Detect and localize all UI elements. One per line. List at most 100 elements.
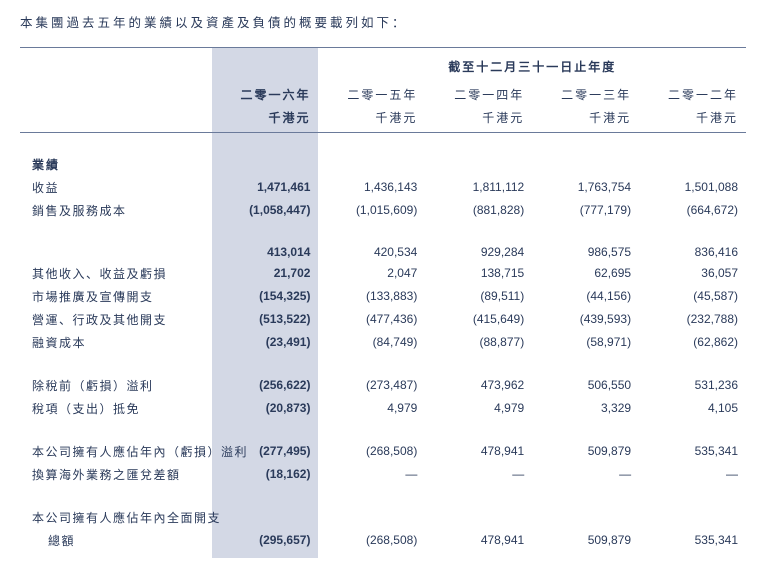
admin-2014: (415,649) (425, 308, 532, 331)
finance-2013: (58,971) (532, 331, 639, 354)
row-total-label: 本公司擁有人應佔年內全面開支 (20, 506, 746, 529)
total-2015: (268,508) (318, 529, 425, 552)
financial-table: 截至十二月三十一日止年度 二零一六年 二零一五年 二零一四年 二零一三年 二零一… (20, 48, 746, 558)
financial-table-container: 截至十二月三十一日止年度 二零一六年 二零一五年 二零一四年 二零一三年 二零一… (20, 47, 746, 558)
admin-2012: (232,788) (639, 308, 746, 331)
row-revenue: 收益 1,471,461 1,436,143 1,811,112 1,763,7… (20, 176, 746, 199)
unit-2014: 千港元 (425, 106, 532, 133)
fx-2014: — (425, 463, 532, 486)
row-admin: 營運、行政及其他開支 (513,522) (477,436) (415,649)… (20, 308, 746, 331)
row-cost: 銷售及服務成本 (1,058,447) (1,015,609) (881,828… (20, 199, 746, 222)
cost-2013: (777,179) (532, 199, 639, 222)
attrib-2014: 478,941 (425, 440, 532, 463)
unit-2012: 千港元 (639, 106, 746, 133)
attrib-2015: (268,508) (318, 440, 425, 463)
row-marketing: 市場推廣及宣傳開支 (154,325) (133,883) (89,511) (… (20, 285, 746, 308)
tax-2012: 4,105 (639, 397, 746, 420)
unit-2013: 千港元 (532, 106, 639, 133)
admin-2013: (439,593) (532, 308, 639, 331)
cost-2015: (1,015,609) (318, 199, 425, 222)
gross-2016: 413,014 (212, 242, 319, 262)
other-income-2012: 36,057 (639, 262, 746, 285)
year-header-row: 二零一六年 二零一五年 二零一四年 二零一三年 二零一二年 (20, 78, 746, 106)
revenue-2012: 1,501,088 (639, 176, 746, 199)
label-tax: 稅項（支出）抵免 (20, 397, 212, 420)
pbt-2013: 506,550 (532, 374, 639, 397)
finance-2015: (84,749) (318, 331, 425, 354)
label-pbt: 除稅前（虧損）溢利 (20, 374, 212, 397)
tax-2016: (20,873) (212, 397, 319, 420)
admin-2015: (477,436) (318, 308, 425, 331)
marketing-2013: (44,156) (532, 285, 639, 308)
year-2012: 二零一二年 (639, 78, 746, 106)
label-admin: 營運、行政及其他開支 (20, 308, 212, 331)
tax-2013: 3,329 (532, 397, 639, 420)
row-other-income: 其他收入、收益及虧損 21,702 2,047 138,715 62,695 3… (20, 262, 746, 285)
finance-2012: (62,862) (639, 331, 746, 354)
row-pbt: 除稅前（虧損）溢利 (256,622) (273,487) 473,962 50… (20, 374, 746, 397)
attrib-2012: 535,341 (639, 440, 746, 463)
label-other-income: 其他收入、收益及虧損 (20, 262, 212, 285)
pbt-2015: (273,487) (318, 374, 425, 397)
pbt-2012: 531,236 (639, 374, 746, 397)
cost-2012: (664,672) (639, 199, 746, 222)
row-gross: 413,014 420,534 929,284 986,575 836,416 (20, 242, 746, 262)
label-total-line1: 本公司擁有人應佔年內全面開支 (20, 506, 212, 529)
attrib-2013: 509,879 (532, 440, 639, 463)
super-header-row: 截至十二月三十一日止年度 (20, 48, 746, 78)
other-income-2015: 2,047 (318, 262, 425, 285)
gross-2013: 986,575 (532, 242, 639, 262)
revenue-2014: 1,811,112 (425, 176, 532, 199)
revenue-2015: 1,436,143 (318, 176, 425, 199)
marketing-2015: (133,883) (318, 285, 425, 308)
year-2014: 二零一四年 (425, 78, 532, 106)
total-2012: 535,341 (639, 529, 746, 552)
marketing-2014: (89,511) (425, 285, 532, 308)
total-2013: 509,879 (532, 529, 639, 552)
admin-2016: (513,522) (212, 308, 319, 331)
label-fx: 換算海外業務之匯兌差額 (20, 463, 212, 486)
super-header: 截至十二月三十一日止年度 (318, 48, 746, 78)
row-attrib: 本公司擁有人應佔年內（虧損）溢利 (277,495) (268,508) 478… (20, 440, 746, 463)
total-2014: 478,941 (425, 529, 532, 552)
intro-text: 本集團過去五年的業績以及資產及負債的概要載列如下： (20, 12, 746, 31)
cost-2014: (881,828) (425, 199, 532, 222)
label-revenue: 收益 (20, 176, 212, 199)
finance-2016: (23,491) (212, 331, 319, 354)
row-finance: 融資成本 (23,491) (84,749) (88,877) (58,971)… (20, 331, 746, 354)
pbt-2016: (256,622) (212, 374, 319, 397)
gross-2012: 836,416 (639, 242, 746, 262)
marketing-2016: (154,325) (212, 285, 319, 308)
fx-2013: — (532, 463, 639, 486)
pbt-2014: 473,962 (425, 374, 532, 397)
fx-2016: (18,162) (212, 463, 319, 486)
row-fx: 換算海外業務之匯兌差額 (18,162) — — — — (20, 463, 746, 486)
year-2016: 二零一六年 (212, 78, 319, 106)
revenue-2016: 1,471,461 (212, 176, 319, 199)
gross-2014: 929,284 (425, 242, 532, 262)
year-2015: 二零一五年 (318, 78, 425, 106)
fx-2015: — (318, 463, 425, 486)
year-2013: 二零一三年 (532, 78, 639, 106)
revenue-2013: 1,763,754 (532, 176, 639, 199)
finance-2014: (88,877) (425, 331, 532, 354)
unit-header-row: 千港元 千港元 千港元 千港元 千港元 (20, 106, 746, 133)
row-tax: 稅項（支出）抵免 (20,873) 4,979 4,979 3,329 4,10… (20, 397, 746, 420)
label-marketing: 市場推廣及宣傳開支 (20, 285, 212, 308)
other-income-2013: 62,695 (532, 262, 639, 285)
unit-2016: 千港元 (212, 106, 319, 133)
fx-2012: — (639, 463, 746, 486)
row-total: 總額 (295,657) (268,508) 478,941 509,879 5… (20, 529, 746, 552)
other-income-2016: 21,702 (212, 262, 319, 285)
label-attrib: 本公司擁有人應佔年內（虧損）溢利 (20, 440, 212, 463)
unit-2015: 千港元 (318, 106, 425, 133)
cost-2016: (1,058,447) (212, 199, 319, 222)
total-2016: (295,657) (212, 529, 319, 552)
section-results-title: 業績 (20, 153, 212, 176)
tax-2014: 4,979 (425, 397, 532, 420)
gross-2015: 420,534 (318, 242, 425, 262)
marketing-2012: (45,587) (639, 285, 746, 308)
section-results-title-row: 業績 (20, 153, 746, 176)
other-income-2014: 138,715 (425, 262, 532, 285)
label-cost: 銷售及服務成本 (20, 199, 212, 222)
